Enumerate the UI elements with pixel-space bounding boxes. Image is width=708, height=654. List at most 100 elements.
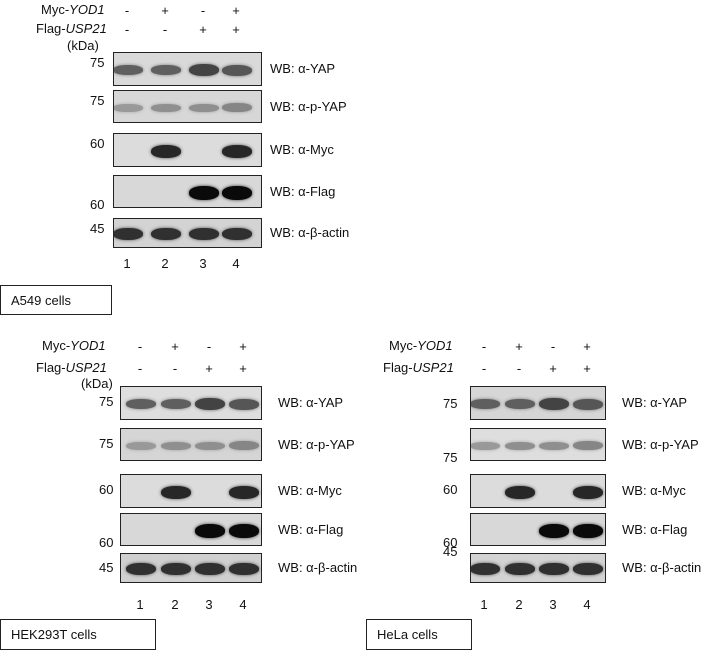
cell-line-label: HEK293T cells — [0, 619, 156, 650]
western-blot-strip — [470, 474, 606, 508]
molecular-weight-marker: 60 — [90, 197, 105, 212]
lane-number: 4 — [232, 256, 240, 271]
myc-yod1-label: Myc-YOD1 — [42, 338, 106, 353]
protein-band — [573, 563, 603, 575]
protein-band — [189, 103, 219, 112]
western-blot-strip — [113, 52, 262, 86]
western-blot-strip — [120, 386, 262, 420]
protein-band — [189, 228, 219, 240]
protein-band — [222, 185, 252, 200]
sign: + — [515, 339, 523, 354]
sign: - — [516, 361, 522, 376]
molecular-weight-marker: 60 — [443, 482, 458, 497]
lane-number: 2 — [161, 256, 169, 271]
lane-number: 2 — [171, 597, 179, 612]
flag-usp21-label: Flag-USP21 — [383, 360, 454, 375]
antibody-label: WB: α-Flag — [278, 521, 344, 537]
sign: - — [172, 361, 178, 376]
panel-a549: Myc-YOD1 - + - + Flag-USP21 - - + + (kDa… — [0, 0, 350, 320]
sign: + — [239, 339, 247, 354]
sign: + — [161, 3, 169, 18]
protein-band — [573, 441, 603, 450]
sign: + — [549, 361, 557, 376]
protein-band — [229, 523, 259, 538]
antibody-label: WB: α-YAP — [278, 395, 344, 410]
protein-band — [151, 144, 181, 158]
protein-band — [161, 399, 191, 409]
protein-band — [161, 485, 191, 499]
protein-band — [573, 398, 603, 410]
lane-number: 4 — [239, 597, 247, 612]
molecular-weight-marker: 60 — [99, 482, 114, 497]
lane-number: 1 — [480, 597, 488, 612]
protein-band — [126, 563, 156, 575]
antibody-label: WB: α-β-actin — [622, 560, 702, 575]
western-blot-strip — [120, 428, 262, 461]
molecular-weight-marker: 75 — [443, 450, 458, 465]
protein-band — [539, 523, 569, 538]
kda-label: (kDa) — [67, 38, 99, 53]
antibody-label: WB: α-p-YAP — [270, 98, 347, 114]
western-blot-strip — [470, 553, 606, 583]
lane-number: 1 — [123, 256, 131, 271]
molecular-weight-marker: 45 — [90, 221, 105, 236]
antibody-label: WB: α-β-actin — [270, 225, 350, 240]
sign: + — [171, 339, 179, 354]
molecular-weight-marker: 75 — [99, 436, 114, 451]
sign: + — [199, 22, 207, 37]
sign: - — [137, 361, 143, 376]
antibody-label: WB: α-YAP — [270, 61, 336, 76]
sign: - — [162, 22, 168, 37]
protein-band — [471, 563, 500, 575]
sign: + — [583, 339, 591, 354]
western-blot-strip — [470, 386, 606, 420]
lane-number: 3 — [549, 597, 557, 612]
molecular-weight-marker: 75 — [99, 394, 114, 409]
protein-band — [195, 563, 225, 575]
flag-usp21-label: Flag-USP21 — [36, 21, 107, 36]
protein-band — [222, 64, 252, 76]
protein-band — [505, 563, 535, 575]
lane-number: 3 — [205, 597, 213, 612]
antibody-label: WB: α-YAP — [622, 395, 688, 410]
protein-band — [505, 399, 535, 409]
protein-band — [229, 485, 259, 499]
protein-band — [126, 441, 156, 450]
sign: - — [137, 339, 143, 354]
sign: - — [550, 339, 556, 354]
western-blot-strip — [113, 133, 262, 167]
protein-band — [151, 65, 181, 75]
protein-band — [189, 64, 219, 76]
western-blot-strip — [120, 553, 262, 583]
sign: - — [481, 339, 487, 354]
cell-line-label: A549 cells — [0, 285, 112, 315]
cell-line-label: HeLa cells — [366, 619, 472, 650]
protein-band — [189, 185, 219, 200]
molecular-weight-marker: 75 — [443, 396, 458, 411]
lane-number: 3 — [199, 256, 207, 271]
protein-band — [471, 399, 500, 409]
sign: - — [124, 22, 130, 37]
protein-band — [126, 399, 156, 409]
western-blot-strip — [113, 218, 262, 248]
protein-band — [114, 103, 143, 112]
protein-band — [229, 563, 259, 575]
protein-band — [539, 398, 569, 410]
protein-band — [505, 441, 535, 450]
protein-band — [195, 441, 225, 450]
protein-band — [222, 144, 252, 158]
sign: - — [206, 339, 212, 354]
myc-yod1-label: Myc-YOD1 — [389, 338, 453, 353]
protein-band — [222, 228, 252, 240]
molecular-weight-marker: 60 — [99, 535, 114, 550]
protein-band — [195, 523, 225, 538]
sign: + — [239, 361, 247, 376]
sign: - — [200, 3, 206, 18]
protein-band — [151, 103, 181, 112]
western-blot-strip — [113, 175, 262, 208]
protein-band — [539, 441, 569, 450]
flag-usp21-label: Flag-USP21 — [36, 360, 107, 375]
antibody-label: WB: α-Flag — [622, 521, 688, 537]
panel-hela: Myc-YOD1 - + - + Flag-USP21 - - + + 75 WB… — [360, 330, 708, 654]
protein-band — [151, 228, 181, 240]
